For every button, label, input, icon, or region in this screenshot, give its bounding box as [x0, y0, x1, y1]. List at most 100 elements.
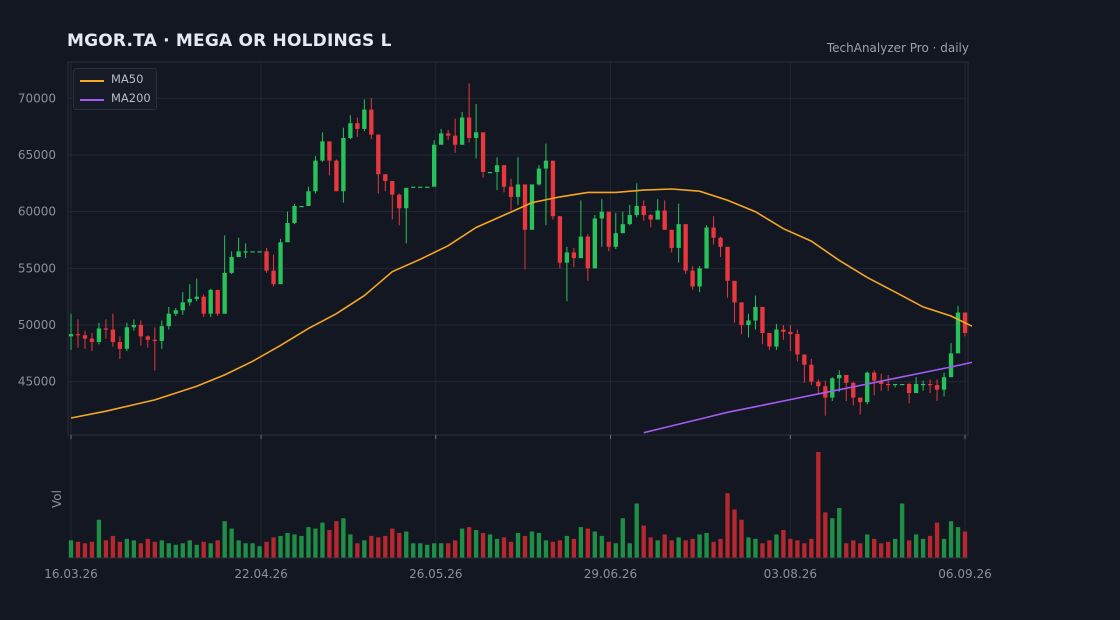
volume-bar	[655, 540, 660, 558]
candle-body	[886, 383, 891, 386]
candle-body	[501, 165, 507, 187]
candle-body	[690, 270, 695, 287]
candle-body	[124, 327, 130, 349]
volume-bar	[515, 532, 521, 558]
volume-bar	[103, 540, 109, 558]
candle-body	[131, 325, 137, 328]
volume-bar	[348, 534, 353, 558]
volume-bar	[934, 522, 940, 558]
volume-bar	[390, 528, 395, 558]
volume-bar	[508, 541, 514, 558]
candle-body	[341, 137, 346, 192]
volume-bar	[913, 534, 919, 558]
volume-bar	[648, 537, 653, 558]
volume-bar	[383, 535, 388, 558]
candle-body	[711, 227, 716, 238]
volume-bar	[557, 540, 563, 558]
date-axis: 16.03.26 22.04.26 26.05.26 29.06.26 03.08.26…	[44, 435, 992, 581]
candle-body	[704, 227, 709, 269]
volume-bar	[802, 543, 807, 558]
volume-bar	[313, 528, 318, 558]
volume-bar	[355, 543, 360, 558]
candle-body	[173, 310, 178, 314]
candle-body	[599, 211, 604, 219]
volume-bar	[278, 535, 283, 558]
date-tick-label: 16.03.26	[44, 567, 97, 581]
volume-bar	[627, 543, 632, 558]
candle-body	[760, 306, 765, 333]
candle-body	[746, 320, 751, 326]
candle-body	[439, 133, 444, 145]
candle-body	[152, 339, 157, 341]
volume-bar	[494, 538, 500, 558]
candle-body	[725, 246, 730, 281]
candle-body	[683, 224, 688, 271]
volume-bar	[124, 538, 130, 558]
volume-bar	[599, 535, 604, 558]
candle-body	[879, 380, 884, 384]
volume-bar	[788, 538, 793, 558]
candle-body	[390, 181, 395, 195]
volume-bar	[487, 534, 493, 558]
volume-bar	[529, 531, 535, 558]
price-tick-label: 50000	[18, 318, 56, 332]
volume-bar	[941, 538, 947, 558]
candle-body	[138, 325, 144, 337]
candle-body	[606, 211, 611, 247]
candle-body	[620, 224, 625, 234]
volume-bar	[299, 535, 304, 558]
candle-body	[404, 187, 409, 209]
candle-body	[522, 184, 528, 230]
candle-body	[243, 251, 248, 253]
candle-body	[571, 252, 577, 259]
candle-body	[418, 186, 423, 188]
price-axis: 45000 50000 55000 60000 65000 70000	[18, 91, 56, 388]
volume-bar	[732, 509, 737, 558]
candle-body	[299, 205, 304, 208]
candle-body	[166, 313, 171, 327]
candle-body	[739, 302, 744, 326]
volume-bar	[452, 540, 458, 558]
volume-bar	[578, 527, 584, 558]
candle-body	[194, 296, 199, 299]
volume-bar	[194, 544, 199, 558]
candle-body	[452, 135, 458, 145]
candle-body	[362, 109, 367, 129]
volume-bar	[425, 544, 430, 558]
volume-bar	[459, 528, 465, 558]
candle-body	[872, 372, 877, 381]
volume-bar	[473, 530, 479, 558]
date-tick-label: 06.09.26	[938, 567, 991, 581]
volume-bar	[955, 527, 961, 558]
volume-bar	[362, 540, 367, 558]
price-tick-label: 45000	[18, 375, 56, 389]
volume-bar	[292, 534, 297, 558]
legend-label-ma200: MA200	[111, 91, 151, 105]
volume-bar	[662, 534, 667, 558]
candle-body	[334, 160, 339, 192]
volume-bar	[948, 521, 954, 558]
candle-body	[215, 289, 220, 314]
candle-body	[781, 329, 786, 332]
candle-body	[669, 229, 674, 248]
volume-bar	[774, 534, 779, 558]
candle-body	[159, 326, 164, 341]
volume-bar	[781, 530, 786, 558]
candle-body	[795, 334, 800, 355]
volume-bar	[830, 518, 835, 558]
volume-bar	[690, 538, 695, 558]
candle-body	[376, 134, 381, 175]
volume-bar	[404, 531, 409, 558]
candle-body	[320, 141, 325, 161]
volume-bar	[152, 541, 157, 558]
volume-bar	[445, 543, 451, 558]
candle-body	[634, 205, 639, 216]
volume-bar	[466, 527, 472, 558]
volume-bar	[522, 535, 528, 558]
volume-bar	[439, 543, 444, 558]
candle-body	[96, 328, 102, 343]
volume-bar	[697, 534, 702, 558]
price-tick-label: 65000	[18, 148, 56, 162]
candle-body	[627, 215, 632, 225]
volume-bar	[906, 540, 912, 558]
